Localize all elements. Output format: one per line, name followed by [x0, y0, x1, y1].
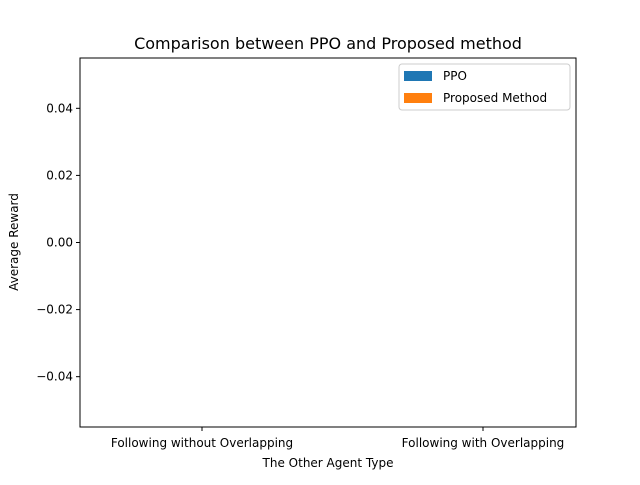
legend-swatch-ppo	[404, 71, 432, 81]
y-axis: 0.04 0.02 0.00 −0.02 −0.04	[36, 101, 80, 384]
legend-box	[398, 63, 571, 111]
x-tick-label: Following with Overlapping	[402, 436, 565, 450]
x-axis: Following without Overlapping Following w…	[111, 427, 564, 450]
y-tick-label: −0.02	[36, 303, 73, 317]
legend-label-proposed: Proposed Method	[443, 91, 547, 105]
y-tick-label: 0.00	[46, 236, 73, 250]
y-tick-label: 0.04	[46, 101, 73, 115]
y-tick-label: 0.02	[46, 168, 73, 182]
legend: PPO Proposed Method	[398, 63, 571, 111]
x-tick-label: Following without Overlapping	[111, 436, 293, 450]
x-axis-label: The Other Agent Type	[262, 456, 394, 470]
plot-area	[79, 57, 577, 428]
legend-swatch-proposed	[404, 93, 432, 103]
chart-title: Comparison between PPO and Proposed meth…	[134, 34, 522, 53]
y-axis-label: Average Reward	[7, 193, 21, 291]
legend-label-ppo: PPO	[443, 69, 467, 83]
y-tick-label: −0.04	[36, 370, 73, 384]
